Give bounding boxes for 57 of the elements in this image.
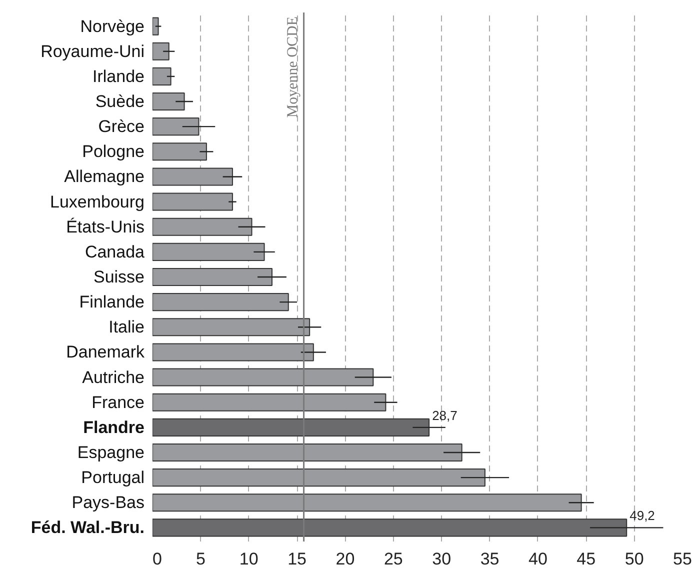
bar: [152, 468, 486, 487]
bar: [152, 393, 386, 412]
y-tick-label: Flandre: [83, 418, 145, 437]
bar: [152, 518, 628, 537]
x-tick-label: 5: [196, 550, 206, 568]
x-tick-label: 40: [528, 550, 548, 568]
bar: [152, 418, 430, 436]
y-tick-label: Irlande: [92, 66, 145, 86]
y-tick-label: Grèce: [98, 117, 145, 136]
y-tick-label: Féd. Wal.-Bru.: [30, 518, 145, 538]
y-tick-label: Italie: [108, 318, 145, 337]
y-tick-label: France: [92, 392, 145, 412]
bar: [152, 242, 265, 261]
bar: [152, 92, 185, 111]
y-tick-label: Norvège: [80, 16, 145, 36]
bar: [152, 118, 200, 136]
bar: [152, 218, 252, 236]
ref-line-label: Moyenne OCDE: [284, 16, 301, 118]
bar: [152, 17, 159, 36]
bar: [152, 343, 314, 362]
x-tick-label: 20: [336, 550, 355, 568]
bar: [152, 443, 462, 462]
x-tick-label: 25: [384, 550, 403, 568]
y-tick-label: Autriche: [82, 368, 145, 387]
y-tick-label: États-Unis: [66, 217, 145, 236]
bar: [152, 368, 374, 386]
x-tick-label: 10: [239, 550, 258, 568]
x-tick-label: 55: [673, 550, 692, 568]
bar: [152, 42, 170, 60]
x-tick-label: 0: [152, 550, 162, 568]
y-tick-label: Royaume-Uni: [40, 42, 145, 61]
y-tick-label: Pays-Bas: [72, 493, 144, 512]
bar: [152, 142, 207, 161]
y-tick-label: Canada: [84, 242, 146, 262]
y-tick-label: Suisse: [93, 268, 145, 286]
y-tick-label: Danemark: [66, 342, 145, 362]
y-tick-label: Allemagne: [64, 167, 144, 186]
bar: [152, 67, 172, 86]
y-tick-label: Suède: [95, 92, 145, 111]
y-tick-label: Finlande: [79, 292, 145, 312]
bar: [152, 168, 233, 186]
bar: [152, 293, 289, 312]
bar: [152, 192, 233, 211]
data-label: 49,2: [630, 508, 655, 524]
x-tick-label: 30: [432, 550, 452, 568]
x-tick-label: 45: [576, 550, 596, 568]
y-tick-label: Luxembourg: [50, 192, 145, 212]
x-tick-label: 50: [624, 550, 644, 568]
y-tick-label: Espagne: [77, 443, 145, 462]
data-label: 28,7: [432, 408, 458, 423]
bar: [152, 268, 272, 286]
bar: [152, 318, 310, 336]
y-tick-label: Portugal: [81, 468, 145, 488]
bar: [152, 494, 582, 512]
x-tick-label: 15: [288, 550, 307, 568]
x-tick-label: 35: [480, 550, 500, 568]
y-tick-label: Pologne: [82, 142, 144, 162]
